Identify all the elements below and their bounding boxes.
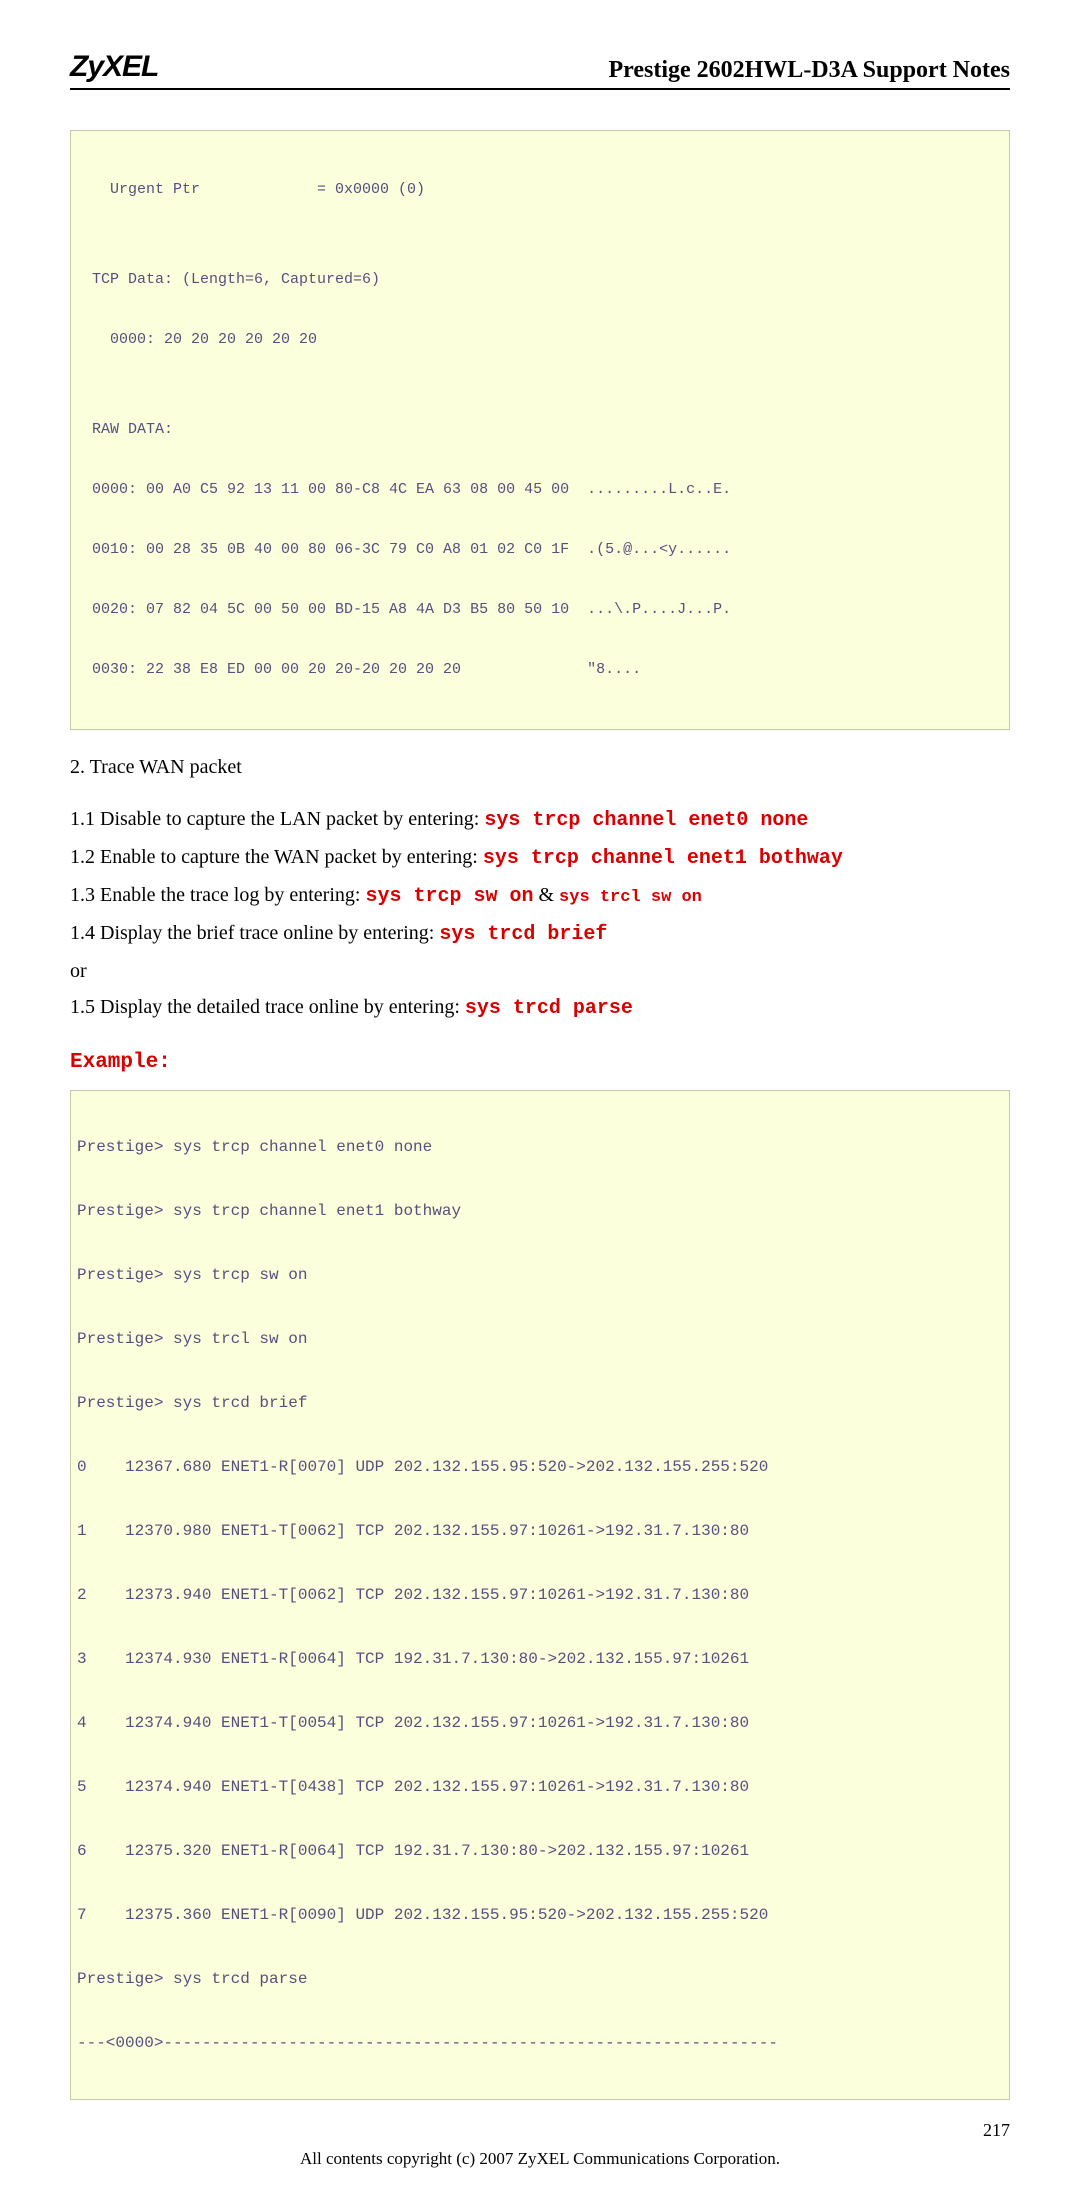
code-line: Prestige> sys trcp channel enet0 none xyxy=(77,1131,1003,1163)
command-text: sys trcl sw on xyxy=(559,888,702,907)
page-header: ZyXEL Prestige 2602HWL-D3A Support Notes xyxy=(70,50,1010,90)
instruction-or: or xyxy=(70,953,1010,989)
code-line: Prestige> sys trcd parse xyxy=(77,1963,1003,1995)
code-line: TCP Data: (Length=6, Captured=6) xyxy=(83,265,997,295)
instruction-line: 1.1 Disable to capture the LAN packet by… xyxy=(70,801,1010,839)
footer-copyright: All contents copyright (c) 2007 ZyXEL Co… xyxy=(70,2149,1010,2169)
code-line: Prestige> sys trcp channel enet1 bothway xyxy=(77,1195,1003,1227)
instruction-text: 1.1 Disable to capture the LAN packet by… xyxy=(70,808,484,830)
code-line: 0 12367.680 ENET1-R[0070] UDP 202.132.15… xyxy=(77,1451,1003,1483)
command-text: sys trcd parse xyxy=(465,997,633,1020)
page-number: 217 xyxy=(70,2120,1010,2141)
section-title: 2. Trace WAN packet xyxy=(70,756,1010,779)
code-line: 0010: 00 28 35 0B 40 00 80 06-3C 79 C0 A… xyxy=(83,535,997,565)
command-text: sys trcd brief xyxy=(439,923,607,946)
code-line: Prestige> sys trcd brief xyxy=(77,1387,1003,1419)
instruction-line: 1.2 Enable to capture the WAN packet by … xyxy=(70,839,1010,877)
instruction-text: 1.4 Display the brief trace online by en… xyxy=(70,922,439,944)
instruction-text: 1.5 Display the detailed trace online by… xyxy=(70,996,465,1018)
instruction-text: 1.3 Enable the trace log by entering: xyxy=(70,884,365,906)
header-title: Prestige 2602HWL-D3A Support Notes xyxy=(608,57,1010,84)
code-line: 4 12374.940 ENET1-T[0054] TCP 202.132.15… xyxy=(77,1707,1003,1739)
code-line: 6 12375.320 ENET1-R[0064] TCP 192.31.7.1… xyxy=(77,1835,1003,1867)
code-line: 2 12373.940 ENET1-T[0062] TCP 202.132.15… xyxy=(77,1579,1003,1611)
code-line: 7 12375.360 ENET1-R[0090] UDP 202.132.15… xyxy=(77,1899,1003,1931)
code-line: 0000: 00 A0 C5 92 13 11 00 80-C8 4C EA 6… xyxy=(83,475,997,505)
code-line: 0020: 07 82 04 5C 00 50 00 BD-15 A8 4A D… xyxy=(83,595,997,625)
code-block-top: Urgent Ptr = 0x0000 (0) TCP Data: (Lengt… xyxy=(70,130,1010,730)
command-text: sys trcp channel enet1 bothway xyxy=(483,847,843,870)
code-line: Urgent Ptr = 0x0000 (0) xyxy=(83,175,997,205)
example-heading: Example: xyxy=(70,1051,1010,1074)
command-text: sys trcp channel enet0 none xyxy=(484,809,808,832)
command-text: sys trcp sw on xyxy=(365,885,533,908)
code-line: Prestige> sys trcp sw on xyxy=(77,1259,1003,1291)
code-block-example: Prestige> sys trcp channel enet0 none Pr… xyxy=(70,1090,1010,2100)
instruction-line: 1.4 Display the brief trace online by en… xyxy=(70,915,1010,953)
code-line: 0030: 22 38 E8 ED 00 00 20 20-20 20 20 2… xyxy=(83,655,997,685)
code-line: Prestige> sys trcl sw on xyxy=(77,1323,1003,1355)
code-line: 5 12374.940 ENET1-T[0438] TCP 202.132.15… xyxy=(77,1771,1003,1803)
code-line: 0000: 20 20 20 20 20 20 xyxy=(83,325,997,355)
code-line: ---<0000>-------------------------------… xyxy=(77,2027,1003,2059)
instruction-text: 1.2 Enable to capture the WAN packet by … xyxy=(70,846,483,868)
brand-logo: ZyXEL xyxy=(70,50,158,84)
instruction-line: 1.3 Enable the trace log by entering: sy… xyxy=(70,877,1010,915)
instruction-text: & xyxy=(533,884,559,906)
instruction-line: 1.5 Display the detailed trace online by… xyxy=(70,989,1010,1027)
code-line: 3 12374.930 ENET1-R[0064] TCP 192.31.7.1… xyxy=(77,1643,1003,1675)
code-line: 1 12370.980 ENET1-T[0062] TCP 202.132.15… xyxy=(77,1515,1003,1547)
code-line: RAW DATA: xyxy=(83,415,997,445)
